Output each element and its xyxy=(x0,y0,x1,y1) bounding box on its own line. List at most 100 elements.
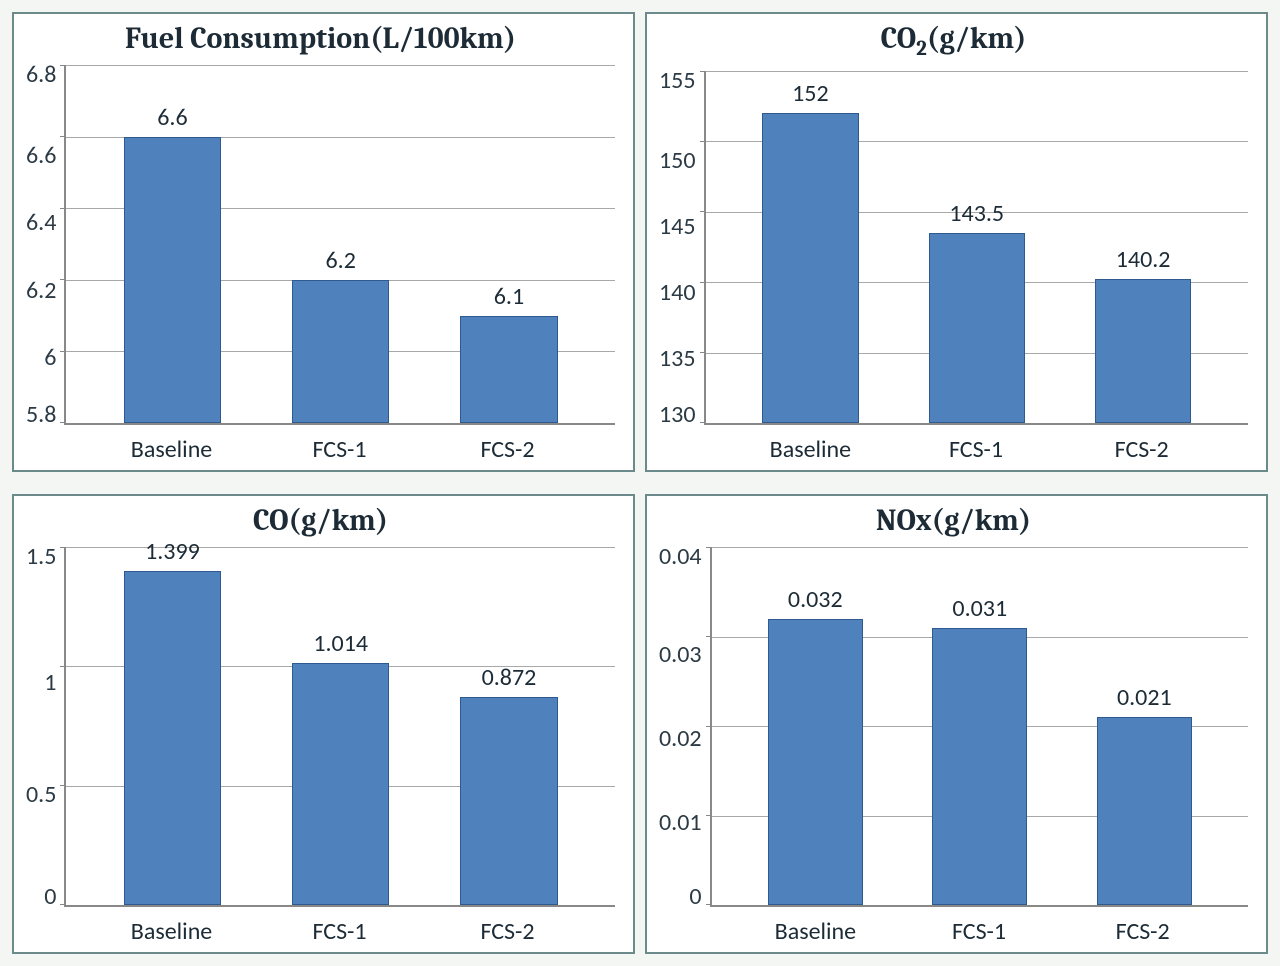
y-tick-label: 0.02 xyxy=(659,727,702,751)
y-tick-label: 6.6 xyxy=(26,144,56,168)
bar: 1.014 xyxy=(292,663,390,905)
bar-value-label: 6.1 xyxy=(494,282,524,311)
x-axis: BaselineFCS-1FCS-2 xyxy=(659,907,1248,946)
bar-value-label: 0.031 xyxy=(952,594,1007,623)
bar-slot: 6.6 xyxy=(88,65,256,423)
y-axis: 0.040.030.020.010 xyxy=(659,547,710,907)
y-tick-label: 0.5 xyxy=(26,783,56,807)
chart-grid: Fuel Consumption(L/100km) 6.8 6.6 6.4 6.2 6 5… xyxy=(12,12,1268,954)
x-category-label: Baseline xyxy=(728,435,894,464)
bar-value-label: 6.6 xyxy=(157,103,187,132)
x-labels: BaselineFCS-1FCS-2 xyxy=(64,435,615,464)
panel-title: NOx(g/km) xyxy=(659,504,1248,537)
panel-title: CO2(g/km) xyxy=(659,22,1248,61)
panel-nox: NOx(g/km) 0.040.030.020.010 0.0320.0310.… xyxy=(645,494,1268,954)
y-tick-label: 1.5 xyxy=(26,545,56,569)
x-category-label: FCS-1 xyxy=(897,917,1061,946)
bar-slot: 1.014 xyxy=(257,547,425,905)
panel-co2: CO2(g/km) 155 150 145 140 135 130 152 143.5 140… xyxy=(645,12,1268,472)
x-category-label: Baseline xyxy=(88,917,256,946)
bar-slot: 6.1 xyxy=(425,65,593,423)
bar-value-label: 6.2 xyxy=(325,246,355,275)
bar-slot: 143.5 xyxy=(894,71,1060,423)
y-tick-label: 1 xyxy=(44,671,56,695)
bar: 1.399 xyxy=(124,571,222,905)
bar: 6.1 xyxy=(460,316,558,423)
y-tick-label: 6.2 xyxy=(26,279,56,303)
bar: 6.2 xyxy=(292,280,390,423)
bar-slot: 0.872 xyxy=(425,547,593,905)
plot-row: 155 150 145 140 135 130 152 143.5 140.2 xyxy=(659,71,1248,425)
y-tick-label: 6.8 xyxy=(26,63,56,87)
y-tick-label: 130 xyxy=(659,403,696,427)
bar-slot: 0.021 xyxy=(1062,547,1227,905)
x-category-label: Baseline xyxy=(734,917,898,946)
plot-area: 152 143.5 140.2 xyxy=(704,71,1249,425)
x-category-label: FCS-2 xyxy=(1061,917,1225,946)
x-spacer xyxy=(659,917,710,946)
y-tick-label: 0.04 xyxy=(659,545,702,569)
bar: 0.872 xyxy=(460,697,558,905)
bar-slot: 6.2 xyxy=(257,65,425,423)
bar: 152 xyxy=(762,113,858,423)
bar-slot: 1.399 xyxy=(88,547,256,905)
y-tick-label: 150 xyxy=(659,149,696,173)
bar: 0.031 xyxy=(932,628,1027,905)
chart-body: 155 150 145 140 135 130 152 143.5 140.2 Baselin… xyxy=(659,71,1248,464)
plot-area: 6.6 6.2 6.1 xyxy=(64,65,615,425)
x-category-label: FCS-1 xyxy=(256,917,424,946)
plot-row: 1.510.50 1.3991.0140.872 xyxy=(26,547,615,907)
x-labels: BaselineFCS-1FCS-2 xyxy=(64,917,615,946)
y-tick-label: 135 xyxy=(659,347,696,371)
bar: 6.6 xyxy=(124,137,222,423)
y-tick-label: 0.03 xyxy=(659,643,702,667)
chart-body: 0.040.030.020.010 0.0320.0310.021 Baseli… xyxy=(659,547,1248,946)
y-tick-label: 0.01 xyxy=(659,811,702,835)
bar-value-label: 0.872 xyxy=(482,663,537,692)
x-category-label: FCS-2 xyxy=(423,435,591,464)
panel-co: CO(g/km) 1.510.50 1.3991.0140.872 Baseli… xyxy=(12,494,635,954)
x-labels: BaselineFCS-1FCS-2 xyxy=(704,435,1248,464)
x-spacer xyxy=(26,917,64,946)
plot-area: 1.399 1.014 0.872 xyxy=(64,547,615,907)
chart-body: 1.510.50 1.3991.0140.872 BaselineFCS-1FC… xyxy=(26,547,615,946)
bar-value-label: 0.032 xyxy=(788,585,843,614)
x-spacer xyxy=(26,435,64,464)
bar-value-label: 0.021 xyxy=(1117,683,1172,712)
y-tick-label: 6.4 xyxy=(26,211,56,235)
y-tick-label: 145 xyxy=(659,215,696,239)
plot-area: 0.032 0.031 0.021 xyxy=(710,547,1248,907)
x-axis: BaselineFCS-1FCS-2 xyxy=(659,425,1248,464)
bar-slot: 0.031 xyxy=(898,547,1063,905)
bars-container: 1.399 1.014 0.872 xyxy=(66,547,615,905)
y-tick-label: 140 xyxy=(659,281,696,305)
x-axis: BaselineFCS-1FCS-2 xyxy=(26,425,615,464)
bar-slot: 152 xyxy=(727,71,893,423)
x-category-label: FCS-1 xyxy=(256,435,424,464)
bar-slot: 0.032 xyxy=(733,547,898,905)
x-labels: BaselineFCS-1FCS-2 xyxy=(710,917,1248,946)
x-spacer xyxy=(659,435,704,464)
y-axis: 155 150 145 140 135 130 xyxy=(659,71,704,425)
bar-value-label: 140.2 xyxy=(1116,245,1171,274)
bar: 143.5 xyxy=(929,233,1025,423)
y-tick-label: 5.8 xyxy=(26,403,56,427)
bar-slot: 140.2 xyxy=(1060,71,1226,423)
y-tick-label: 155 xyxy=(659,69,696,93)
y-axis: 6.8 6.6 6.4 6.2 6 5.8 xyxy=(26,65,64,425)
plot-row: 0.040.030.020.010 0.0320.0310.021 xyxy=(659,547,1248,907)
x-category-label: Baseline xyxy=(88,435,256,464)
chart-body: 6.8 6.6 6.4 6.2 6 5.8 6.6 6.2 6.1 BaselineFCS-1… xyxy=(26,65,615,464)
y-axis: 1.510.50 xyxy=(26,547,64,907)
bar-value-label: 1.399 xyxy=(145,537,200,566)
x-category-label: FCS-1 xyxy=(893,435,1059,464)
bar-value-label: 152 xyxy=(792,79,829,108)
bar: 0.032 xyxy=(768,619,863,905)
bar: 140.2 xyxy=(1095,279,1191,423)
x-category-label: FCS-2 xyxy=(423,917,591,946)
bars-container: 6.6 6.2 6.1 xyxy=(66,65,615,423)
bar-value-label: 143.5 xyxy=(949,199,1004,228)
panel-title: Fuel Consumption(L/100km) xyxy=(26,22,615,55)
bars-container: 152 143.5 140.2 xyxy=(706,71,1249,423)
y-tick-label: 6 xyxy=(44,346,56,370)
